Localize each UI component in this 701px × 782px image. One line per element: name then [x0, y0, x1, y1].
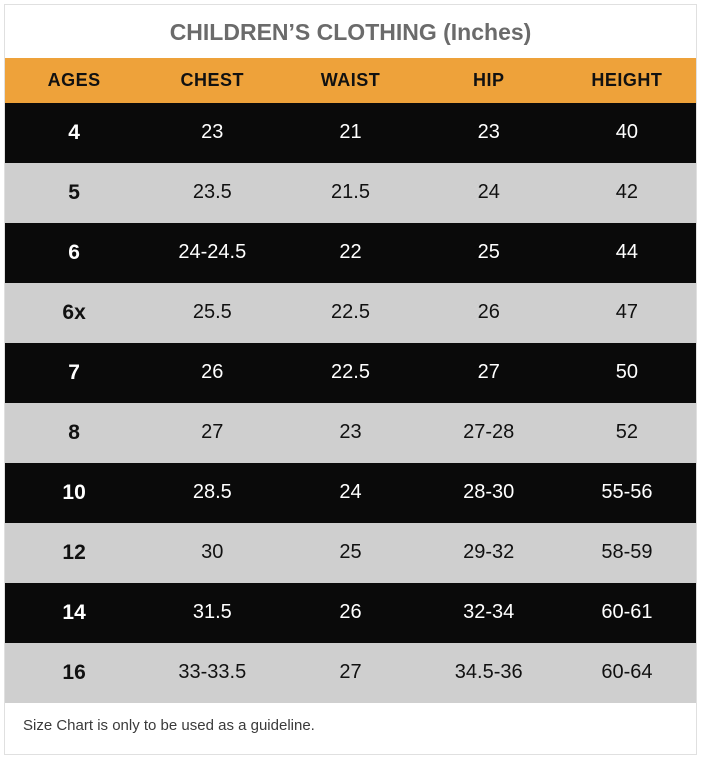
age-cell: 10 — [5, 463, 143, 523]
data-cell: 27-28 — [420, 403, 558, 463]
table-row: 1028.52428-3055-56 — [5, 463, 696, 523]
data-cell: 32-34 — [420, 583, 558, 643]
data-cell: 34.5-36 — [420, 643, 558, 703]
table-row: 624-24.5222544 — [5, 223, 696, 283]
table-body: 423212340523.521.52442624-24.52225446x25… — [5, 103, 696, 703]
data-cell: 25 — [281, 523, 419, 583]
data-cell: 23 — [281, 403, 419, 463]
data-cell: 44 — [558, 223, 696, 283]
table-row: 72622.52750 — [5, 343, 696, 403]
column-header: AGES — [5, 58, 143, 103]
column-header: HEIGHT — [558, 58, 696, 103]
data-cell: 42 — [558, 163, 696, 223]
data-cell: 50 — [558, 343, 696, 403]
data-cell: 40 — [558, 103, 696, 163]
data-cell: 28.5 — [143, 463, 281, 523]
age-cell: 8 — [5, 403, 143, 463]
data-cell: 55-56 — [558, 463, 696, 523]
data-cell: 25 — [420, 223, 558, 283]
data-cell: 22 — [281, 223, 419, 283]
table-header-row: AGESCHESTWAISTHIPHEIGHT — [5, 58, 696, 103]
data-cell: 24 — [281, 463, 419, 523]
data-cell: 22.5 — [281, 283, 419, 343]
table-row: 1633-33.52734.5-3660-64 — [5, 643, 696, 703]
footer-note: Size Chart is only to be used as a guide… — [5, 703, 696, 754]
data-cell: 22.5 — [281, 343, 419, 403]
data-cell: 52 — [558, 403, 696, 463]
data-cell: 26 — [420, 283, 558, 343]
age-cell: 6 — [5, 223, 143, 283]
data-cell: 26 — [143, 343, 281, 403]
table-row: 523.521.52442 — [5, 163, 696, 223]
age-cell: 16 — [5, 643, 143, 703]
age-cell: 6x — [5, 283, 143, 343]
column-header: HIP — [420, 58, 558, 103]
age-cell: 5 — [5, 163, 143, 223]
table-row: 12302529-3258-59 — [5, 523, 696, 583]
data-cell: 24 — [420, 163, 558, 223]
age-cell: 7 — [5, 343, 143, 403]
table-row: 1431.52632-3460-61 — [5, 583, 696, 643]
data-cell: 27 — [420, 343, 558, 403]
data-cell: 60-64 — [558, 643, 696, 703]
age-cell: 12 — [5, 523, 143, 583]
data-cell: 29-32 — [420, 523, 558, 583]
column-header: WAIST — [281, 58, 419, 103]
data-cell: 28-30 — [420, 463, 558, 523]
data-cell: 23 — [420, 103, 558, 163]
data-cell: 30 — [143, 523, 281, 583]
data-cell: 25.5 — [143, 283, 281, 343]
data-cell: 21 — [281, 103, 419, 163]
data-cell: 21.5 — [281, 163, 419, 223]
column-header: CHEST — [143, 58, 281, 103]
data-cell: 47 — [558, 283, 696, 343]
data-cell: 23 — [143, 103, 281, 163]
table-row: 6x25.522.52647 — [5, 283, 696, 343]
data-cell: 23.5 — [143, 163, 281, 223]
data-cell: 27 — [281, 643, 419, 703]
data-cell: 33-33.5 — [143, 643, 281, 703]
size-chart: CHILDREN’S CLOTHING (Inches) AGESCHESTWA… — [4, 4, 697, 755]
data-cell: 60-61 — [558, 583, 696, 643]
data-cell: 58-59 — [558, 523, 696, 583]
data-cell: 27 — [143, 403, 281, 463]
table-row: 423212340 — [5, 103, 696, 163]
chart-title: CHILDREN’S CLOTHING (Inches) — [5, 5, 696, 58]
age-cell: 14 — [5, 583, 143, 643]
age-cell: 4 — [5, 103, 143, 163]
data-cell: 31.5 — [143, 583, 281, 643]
data-cell: 26 — [281, 583, 419, 643]
data-cell: 24-24.5 — [143, 223, 281, 283]
table-row: 8272327-2852 — [5, 403, 696, 463]
